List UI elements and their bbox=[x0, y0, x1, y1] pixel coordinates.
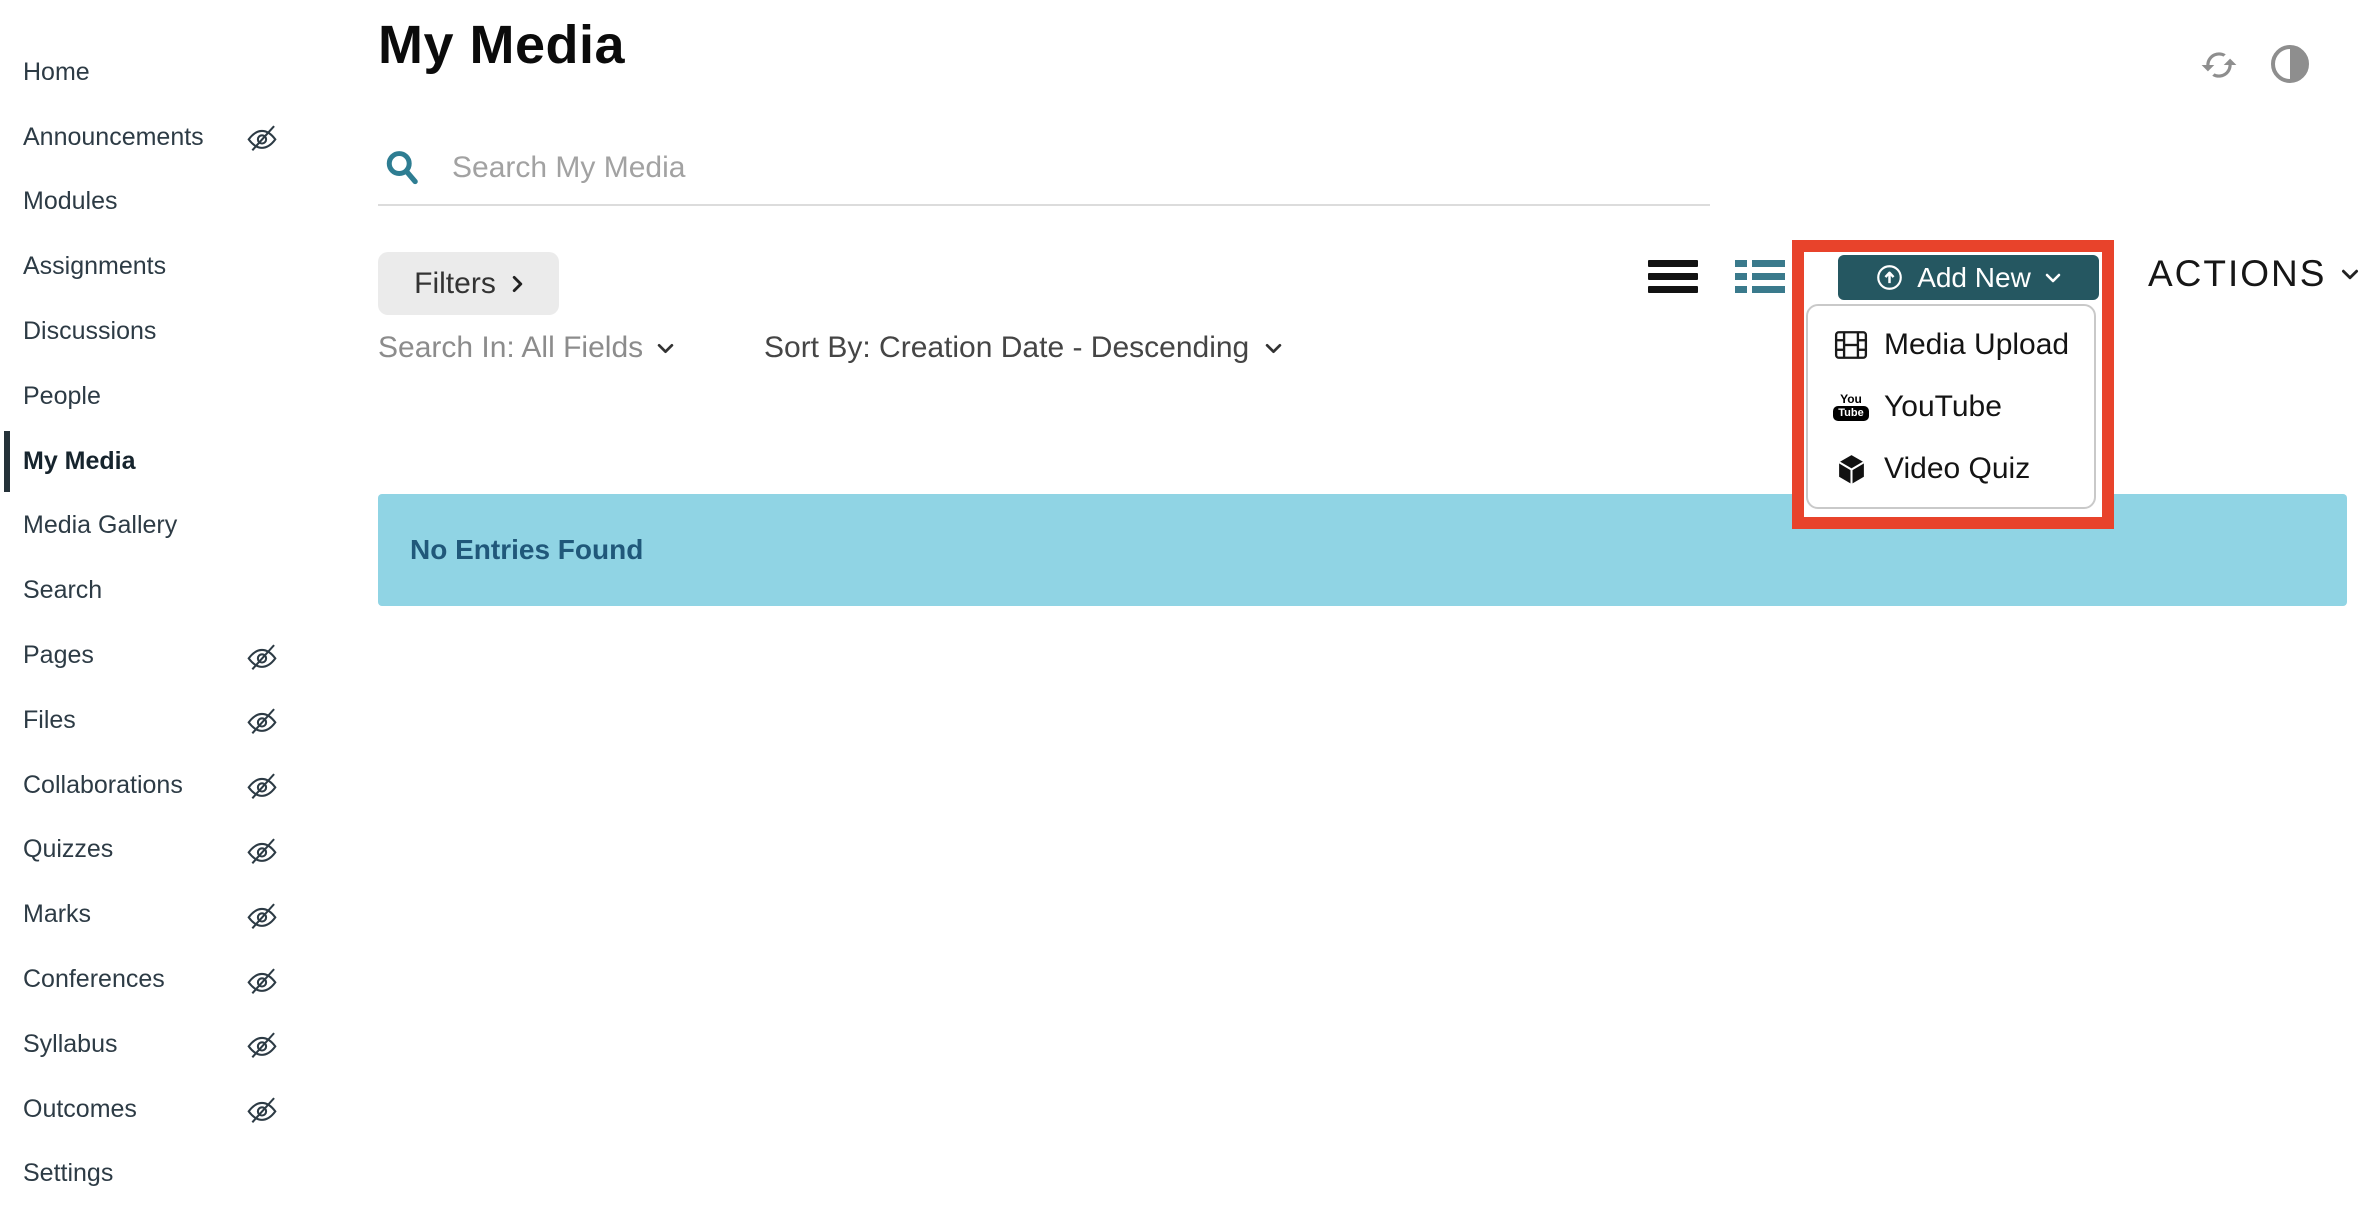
sidebar-item-label: Collaborations bbox=[23, 770, 183, 799]
sidebar-item-label: Marks bbox=[23, 900, 92, 929]
sidebar-item-label: Conferences bbox=[23, 965, 165, 994]
filters-label: Filters bbox=[414, 266, 496, 300]
sidebar-item-label: Announcements bbox=[23, 122, 204, 151]
search-in-dropdown[interactable]: Search In: All Fields bbox=[378, 331, 674, 365]
sidebar-item-home[interactable]: Home bbox=[0, 40, 330, 105]
no-entries-label: No Entries Found bbox=[410, 534, 644, 565]
sidebar-item-label: Outcomes bbox=[23, 1094, 137, 1123]
course-sidebar: Home Announcements Modules Assignments D… bbox=[0, 40, 330, 1206]
sort-by-dropdown[interactable]: Sort By: Creation Date - Descending bbox=[764, 331, 1282, 365]
sidebar-item-quizzes[interactable]: Quizzes bbox=[0, 818, 330, 883]
youtube-icon: You Tube bbox=[1832, 393, 1870, 421]
sidebar-item-pages[interactable]: Pages bbox=[0, 623, 330, 688]
sidebar-item-label: People bbox=[23, 381, 101, 410]
add-new-button[interactable]: Add New bbox=[1838, 255, 2099, 300]
sidebar-item-label: Settings bbox=[23, 1159, 114, 1188]
list-view-icon[interactable] bbox=[1735, 260, 1785, 293]
chevron-down-icon bbox=[2045, 273, 2061, 283]
sidebar-item-label: Search bbox=[23, 576, 103, 605]
sidebar-item-label: Quizzes bbox=[23, 835, 114, 864]
menu-item-media-upload[interactable]: Media Upload bbox=[1808, 314, 2094, 376]
sidebar-item-my-media[interactable]: My Media bbox=[0, 429, 330, 494]
sidebar-item-discussions[interactable]: Discussions bbox=[0, 299, 330, 364]
sidebar-item-label: Syllabus bbox=[23, 1029, 118, 1058]
eye-slash-icon bbox=[246, 900, 278, 929]
eye-slash-icon bbox=[246, 641, 278, 670]
sidebar-item-label: Discussions bbox=[23, 317, 157, 346]
sidebar-item-conferences[interactable]: Conferences bbox=[0, 947, 330, 1012]
magnifier-icon bbox=[384, 148, 420, 186]
chevron-down-icon bbox=[657, 343, 674, 354]
sidebar-item-label: Files bbox=[23, 705, 76, 734]
circle-up-arrow-icon bbox=[1877, 265, 1903, 290]
eye-slash-icon bbox=[246, 965, 278, 994]
sidebar-item-label: Modules bbox=[23, 187, 118, 216]
chevron-down-icon bbox=[1265, 343, 1282, 354]
menu-item-label: Media Upload bbox=[1884, 328, 2070, 361]
menu-item-label: YouTube bbox=[1884, 390, 2002, 423]
add-new-menu: Media Upload You Tube YouTube Video Quiz bbox=[1806, 304, 2096, 509]
search-in-label: Search In: All Fields bbox=[378, 331, 644, 364]
sidebar-item-label: Media Gallery bbox=[23, 511, 178, 540]
menu-item-label: Video Quiz bbox=[1884, 452, 2031, 485]
refresh-icon[interactable] bbox=[2200, 46, 2238, 84]
hamburger-icon[interactable] bbox=[1648, 260, 1698, 293]
add-new-label: Add New bbox=[1917, 261, 2031, 293]
cube-icon bbox=[1832, 453, 1870, 485]
sidebar-item-syllabus[interactable]: Syllabus bbox=[0, 1012, 330, 1077]
film-icon bbox=[1832, 329, 1870, 361]
eye-slash-icon bbox=[246, 123, 278, 152]
eye-slash-icon bbox=[246, 1030, 278, 1059]
sidebar-item-label: My Media bbox=[23, 446, 136, 475]
sidebar-item-marks[interactable]: Marks bbox=[0, 882, 330, 947]
sidebar-item-people[interactable]: People bbox=[0, 364, 330, 429]
search-input[interactable] bbox=[452, 144, 1692, 192]
eye-slash-icon bbox=[246, 835, 278, 864]
sidebar-item-media-gallery[interactable]: Media Gallery bbox=[0, 494, 330, 559]
chevron-down-icon bbox=[2341, 269, 2359, 280]
sidebar-item-label: Home bbox=[23, 57, 90, 86]
sidebar-item-files[interactable]: Files bbox=[0, 688, 330, 753]
sidebar-item-assignments[interactable]: Assignments bbox=[0, 234, 330, 299]
sort-by-label: Sort By: Creation Date - Descending bbox=[764, 331, 1250, 364]
actions-label: ACTIONS bbox=[2148, 253, 2327, 294]
sidebar-item-modules[interactable]: Modules bbox=[0, 170, 330, 235]
sidebar-item-collaborations[interactable]: Collaborations bbox=[0, 753, 330, 818]
contrast-icon[interactable] bbox=[2268, 42, 2312, 86]
sidebar-item-label: Pages bbox=[23, 641, 94, 670]
actions-button[interactable]: ACTIONS bbox=[2148, 252, 2359, 296]
no-entries-banner: No Entries Found bbox=[378, 494, 2347, 606]
sidebar-item-announcements[interactable]: Announcements bbox=[0, 105, 330, 170]
menu-item-video-quiz[interactable]: Video Quiz bbox=[1808, 438, 2094, 500]
search-underline bbox=[378, 204, 1710, 206]
eye-slash-icon bbox=[246, 706, 278, 735]
sidebar-item-outcomes[interactable]: Outcomes bbox=[0, 1077, 330, 1142]
filters-button[interactable]: Filters bbox=[378, 252, 559, 315]
sidebar-item-label: Assignments bbox=[23, 252, 167, 281]
chevron-right-icon bbox=[512, 275, 523, 293]
eye-slash-icon bbox=[246, 1095, 278, 1124]
eye-slash-icon bbox=[246, 771, 278, 800]
sidebar-item-search[interactable]: Search bbox=[0, 558, 330, 623]
sidebar-item-settings[interactable]: Settings bbox=[0, 1142, 330, 1207]
page-title: My Media bbox=[378, 15, 626, 75]
menu-item-youtube[interactable]: You Tube YouTube bbox=[1808, 376, 2094, 438]
